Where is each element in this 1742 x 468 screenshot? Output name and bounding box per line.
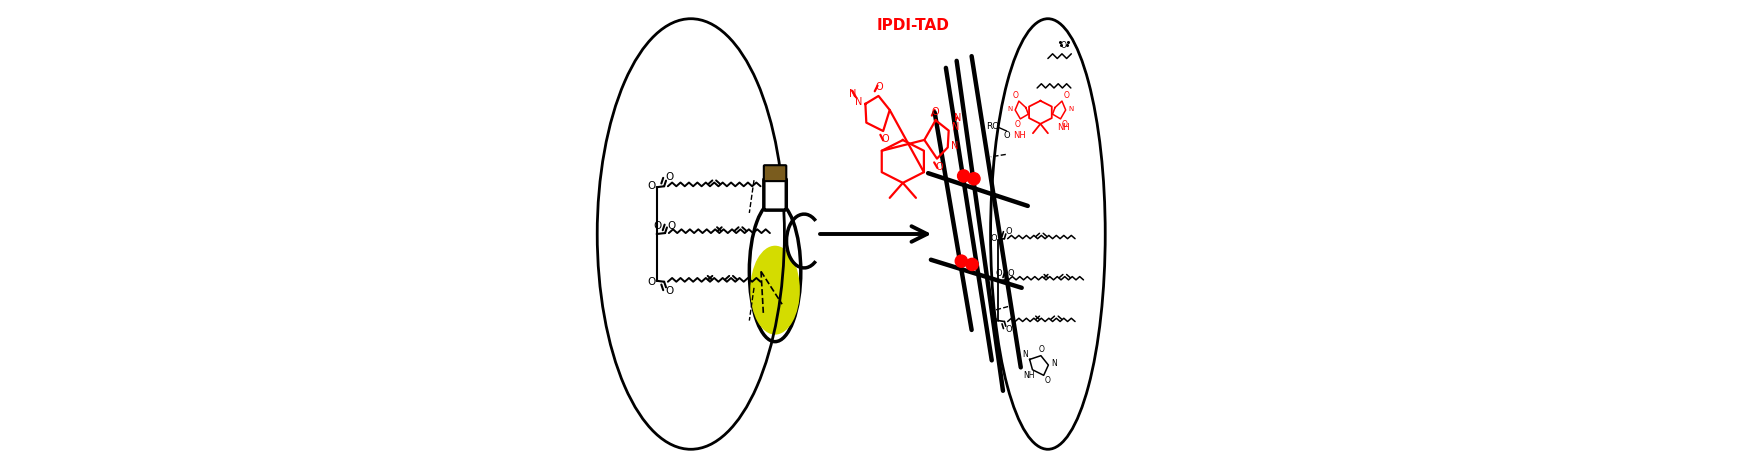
Text: N: N [951,140,958,151]
Text: O: O [1061,41,1066,51]
Text: O: O [1007,269,1014,278]
Text: N: N [848,88,855,99]
Text: N: N [1023,350,1028,359]
Text: NH: NH [1057,123,1070,132]
Text: NH: NH [1014,131,1026,140]
Text: O: O [1003,131,1010,140]
Text: O: O [996,269,1003,278]
Circle shape [969,173,981,185]
Text: O: O [665,286,674,296]
Text: O: O [1016,120,1021,129]
Text: O: O [1064,91,1070,100]
Ellipse shape [749,201,801,342]
Text: O: O [932,107,939,117]
Text: O: O [667,220,676,231]
Circle shape [967,258,979,271]
Text: N: N [1068,106,1073,112]
Text: N: N [953,122,960,132]
Text: O: O [1045,376,1050,386]
Text: N: N [955,113,962,124]
Text: O: O [881,134,888,145]
Text: RO: RO [986,122,1000,131]
Text: O: O [653,220,662,231]
Text: O: O [935,162,942,172]
FancyBboxPatch shape [763,165,786,181]
Text: O: O [665,172,674,182]
Text: N: N [1007,106,1012,112]
Text: O: O [1061,120,1068,129]
Text: O: O [646,277,655,287]
Circle shape [955,255,967,267]
Text: N: N [855,96,862,107]
Text: O: O [876,81,883,92]
Ellipse shape [751,246,800,335]
Text: O: O [989,317,996,327]
Text: O: O [1005,324,1012,334]
Text: NH: NH [1023,371,1035,380]
Circle shape [958,170,970,182]
FancyBboxPatch shape [763,178,786,210]
Text: O: O [1012,91,1017,100]
Text: O: O [1038,344,1045,354]
Text: N: N [1050,358,1057,368]
Text: O: O [646,181,655,191]
Text: IPDI-TAD: IPDI-TAD [876,18,949,33]
Text: O: O [1005,227,1012,236]
Text: O: O [989,234,996,243]
